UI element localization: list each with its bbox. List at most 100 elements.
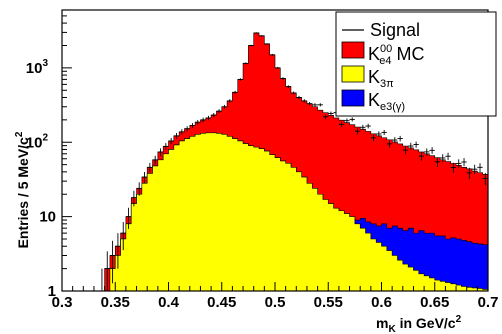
signal-point	[370, 134, 377, 142]
signal-point	[136, 182, 142, 196]
x-tick-label: 0.7	[478, 294, 499, 311]
signal-point	[147, 162, 153, 173]
x-tick-label: 0.55	[314, 294, 343, 311]
plot-points	[99, 32, 488, 292]
x-tick-label: 0.6	[371, 294, 392, 311]
signal-point	[173, 133, 180, 139]
signal-point	[243, 62, 249, 65]
signal-point	[322, 114, 329, 120]
signal-point	[189, 123, 196, 129]
x-tick-label: 0.3	[52, 294, 73, 311]
signal-point	[354, 128, 361, 135]
signal-point	[285, 85, 291, 88]
y-tick-label: 102	[26, 132, 49, 151]
signal-point	[365, 123, 371, 129]
signal-point	[381, 129, 387, 136]
legend-entry-ke3: Ke3(γ)	[341, 89, 405, 113]
signal-point	[450, 162, 457, 174]
signal-point	[306, 101, 313, 106]
signal-point	[216, 109, 222, 114]
signal-point	[157, 148, 164, 156]
signal-point	[264, 43, 270, 45]
signal-point	[328, 111, 334, 116]
signal-point	[429, 147, 435, 154]
legend-ke4-swatch	[341, 41, 365, 59]
signal-point	[461, 158, 467, 167]
signal-point	[115, 233, 121, 269]
signal-point	[248, 44, 254, 47]
signal-point	[152, 155, 158, 165]
signal-point	[211, 113, 217, 118]
x-axis-title: mK in GeV/c2	[376, 314, 462, 334]
signal-point	[338, 121, 345, 128]
legend-label-ke4: K00 e4 MC	[368, 43, 425, 67]
signal-point	[456, 159, 462, 169]
x-tick-label: 0.45	[207, 294, 236, 311]
signal-point	[195, 119, 201, 125]
signal-point	[221, 104, 228, 109]
signal-point	[237, 78, 244, 81]
signal-point	[109, 240, 116, 284]
signal-point	[472, 164, 478, 175]
legend-entry-ke4: K00 e4 MC	[341, 41, 425, 67]
y-tick-label: 10	[39, 209, 56, 226]
legend-label-ke3: Ke3(γ)	[368, 90, 405, 113]
signal-point	[168, 137, 174, 145]
axis-ticks	[61, 9, 489, 292]
x-tick-labels: 0.3 0.35 0.4 0.45 0.5 0.55 0.6 0.65 0.7	[52, 294, 499, 311]
signal-point	[179, 129, 185, 135]
legend-label-signal: Signal	[370, 20, 420, 40]
signal-point	[376, 131, 382, 137]
signal-point	[317, 103, 323, 107]
signal-point	[200, 117, 206, 123]
signal-point	[386, 140, 393, 148]
signal-point	[99, 268, 105, 292]
signal-point	[290, 91, 297, 95]
y-axis-title: Entries / 5 MeV/c2	[14, 131, 31, 248]
legend-entry-signal: Signal	[342, 20, 420, 40]
signal-point	[312, 103, 318, 107]
signal-point	[259, 35, 265, 37]
signal-point	[141, 171, 148, 184]
area-k3pi	[62, 132, 489, 292]
x-tick-label: 0.35	[101, 294, 130, 311]
signal-point	[184, 126, 190, 132]
signal-point	[434, 157, 441, 167]
legend-entry-k3pi: K3π	[341, 65, 394, 90]
signal-point	[269, 53, 275, 56]
y-tick-label: 103	[26, 58, 49, 77]
signal-point	[445, 152, 451, 161]
signal-point	[408, 142, 414, 150]
signal-point	[227, 99, 233, 103]
signal-point	[296, 95, 302, 100]
signal-point	[360, 124, 366, 130]
signal-point	[440, 154, 446, 163]
signal-point	[232, 90, 238, 94]
signal-point	[397, 135, 403, 142]
plot-areas	[62, 32, 489, 292]
signal-point	[392, 137, 398, 144]
x-tick-label: 0.65	[420, 294, 449, 311]
x-tick-label: 0.4	[158, 294, 180, 311]
signal-point	[477, 163, 483, 173]
y-tick-labels: 1 10 102 103	[26, 58, 56, 300]
signal-point	[275, 66, 281, 69]
signal-point	[482, 172, 488, 186]
signal-point	[424, 148, 430, 156]
signal-point	[104, 251, 110, 291]
x-tick-label: 0.5	[265, 294, 286, 311]
signal-point	[120, 222, 126, 251]
signal-point	[125, 207, 132, 229]
signal-point	[205, 115, 212, 121]
signal-point	[466, 167, 473, 179]
legend-ke3-swatch	[341, 89, 365, 107]
y-tick-label: 1	[48, 283, 56, 300]
signal-point	[280, 77, 286, 80]
signal-point	[413, 141, 419, 148]
legend: Signal K00 e4 MC K3π Ke3(γ)	[335, 11, 497, 117]
signal-point	[131, 190, 137, 207]
signal-point	[418, 152, 425, 161]
legend-label-k3pi: K3π	[368, 67, 394, 90]
legend-k3pi-swatch	[341, 65, 365, 83]
